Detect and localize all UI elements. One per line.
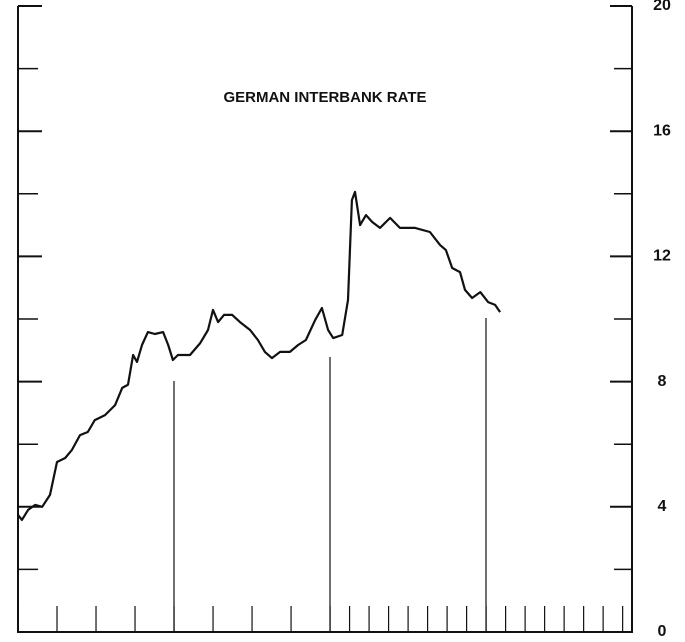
- y-tick-label: 4: [658, 498, 667, 515]
- y-tick-label: 12: [653, 248, 671, 265]
- line: [17, 190, 502, 521]
- y-tick-label: 0: [658, 623, 667, 640]
- y-tick-label: 8: [658, 373, 667, 390]
- y-tick-label: 20: [653, 0, 671, 14]
- chart-title: GERMAN INTERBANK RATE: [223, 89, 426, 106]
- y-tick-label: 16: [653, 122, 671, 139]
